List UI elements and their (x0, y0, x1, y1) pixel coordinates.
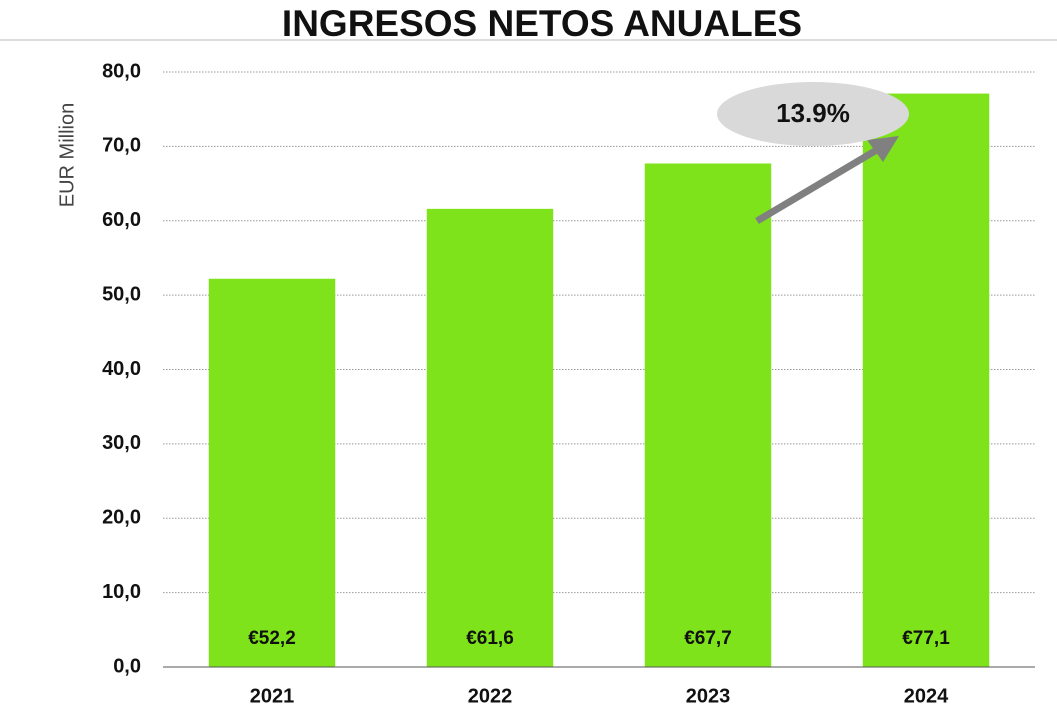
annotation: 13.9% (776, 98, 850, 128)
chart-title: INGRESOS NETOS ANUALES (282, 3, 802, 44)
x-tick-label: 2023 (686, 685, 731, 707)
y-tick-label: 40,0 (102, 358, 141, 380)
bar (644, 163, 772, 667)
value-label: €77,1 (902, 628, 950, 649)
growth-arrow-head (867, 136, 899, 162)
y-tick-label: 70,0 (102, 135, 141, 157)
y-tick-label: 80,0 (102, 60, 141, 82)
bar (208, 278, 336, 667)
growth-arrow (755, 144, 882, 225)
x-tick-label: 2021 (250, 685, 295, 707)
y-tick-label: 50,0 (102, 283, 141, 305)
y-tick-label: 30,0 (102, 432, 141, 454)
bar (426, 208, 554, 667)
value-label: €67,7 (684, 628, 732, 649)
y-tick-label: 60,0 (102, 209, 141, 231)
y-axis-label: EUR Million (56, 103, 78, 207)
value-label: €52,2 (248, 628, 296, 649)
y-tick-label: 10,0 (102, 581, 141, 603)
y-tick-label: 0,0 (113, 655, 141, 677)
annotation-bubble (717, 82, 909, 146)
x-tick-label: 2022 (468, 685, 513, 707)
x-tick-label: 2024 (904, 685, 949, 707)
bar (862, 93, 990, 668)
y-tick-label: 20,0 (102, 507, 141, 529)
value-label: €61,6 (466, 628, 514, 649)
